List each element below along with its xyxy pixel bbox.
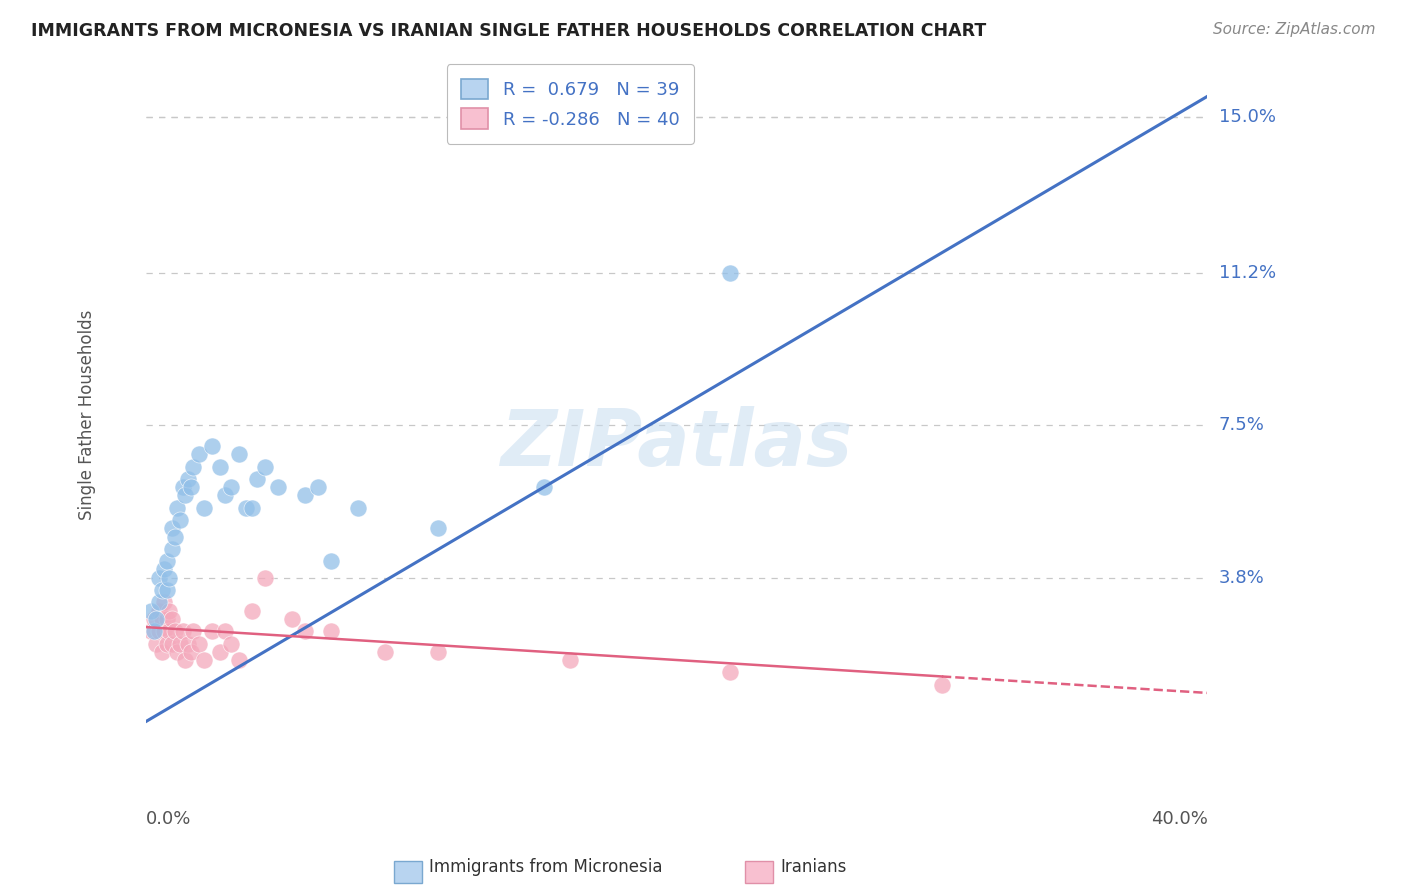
Point bbox=[156, 582, 179, 597]
Point bbox=[172, 480, 194, 494]
Point bbox=[307, 480, 329, 494]
Legend: R =  0.679   N = 39, R = -0.286   N = 40: R = 0.679 N = 39, R = -0.286 N = 40 bbox=[447, 64, 695, 144]
Point bbox=[426, 645, 449, 659]
Point bbox=[201, 439, 224, 453]
Text: 7.5%: 7.5% bbox=[1219, 417, 1264, 434]
Point bbox=[156, 636, 179, 650]
Text: Immigrants from Micronesia: Immigrants from Micronesia bbox=[429, 858, 662, 876]
Point bbox=[159, 571, 181, 585]
Point bbox=[560, 653, 582, 667]
Point bbox=[718, 665, 741, 680]
Point bbox=[163, 530, 186, 544]
Point bbox=[533, 480, 555, 494]
Point bbox=[183, 459, 205, 474]
Point bbox=[254, 571, 277, 585]
Point bbox=[142, 612, 165, 626]
Point bbox=[280, 612, 302, 626]
Text: ZIPatlas: ZIPatlas bbox=[501, 406, 852, 482]
Point bbox=[246, 472, 269, 486]
Point bbox=[426, 521, 449, 535]
Point bbox=[153, 562, 176, 576]
Point bbox=[166, 645, 188, 659]
Text: Iranians: Iranians bbox=[780, 858, 846, 876]
Point bbox=[187, 636, 209, 650]
Point bbox=[187, 447, 209, 461]
Point bbox=[169, 513, 191, 527]
Point bbox=[159, 604, 181, 618]
Point bbox=[294, 488, 316, 502]
Point bbox=[150, 582, 173, 597]
Point bbox=[156, 612, 179, 626]
Point bbox=[159, 624, 181, 639]
Point bbox=[228, 447, 250, 461]
Point bbox=[148, 571, 170, 585]
Point bbox=[219, 480, 242, 494]
Point bbox=[160, 612, 183, 626]
Point bbox=[183, 624, 205, 639]
Point bbox=[139, 604, 162, 618]
Point bbox=[193, 500, 215, 515]
Point bbox=[145, 612, 167, 626]
Point bbox=[240, 500, 263, 515]
Point bbox=[156, 554, 179, 568]
Point bbox=[177, 472, 200, 486]
Point bbox=[321, 624, 343, 639]
Point bbox=[373, 645, 395, 659]
Point bbox=[153, 624, 176, 639]
Point bbox=[931, 678, 953, 692]
Point bbox=[347, 500, 370, 515]
Point bbox=[201, 624, 224, 639]
Point bbox=[142, 624, 165, 639]
Text: 11.2%: 11.2% bbox=[1219, 264, 1275, 282]
Point bbox=[174, 653, 197, 667]
Point bbox=[214, 488, 236, 502]
Point bbox=[139, 624, 162, 639]
Text: 0.0%: 0.0% bbox=[146, 810, 191, 828]
Text: Source: ZipAtlas.com: Source: ZipAtlas.com bbox=[1212, 22, 1375, 37]
Point bbox=[150, 645, 173, 659]
Point bbox=[148, 624, 170, 639]
Point bbox=[169, 636, 191, 650]
Point bbox=[160, 521, 183, 535]
Point bbox=[718, 266, 741, 280]
Text: 3.8%: 3.8% bbox=[1219, 569, 1264, 587]
Point bbox=[208, 459, 231, 474]
Point bbox=[160, 541, 183, 556]
Point bbox=[193, 653, 215, 667]
Point bbox=[228, 653, 250, 667]
Point bbox=[166, 500, 188, 515]
Text: Single Father Households: Single Father Households bbox=[79, 310, 96, 520]
Text: 40.0%: 40.0% bbox=[1150, 810, 1208, 828]
Point bbox=[294, 624, 316, 639]
Point bbox=[219, 636, 242, 650]
Point bbox=[150, 612, 173, 626]
Point bbox=[267, 480, 290, 494]
Point bbox=[180, 480, 202, 494]
Point bbox=[235, 500, 257, 515]
Point bbox=[321, 554, 343, 568]
Point bbox=[148, 604, 170, 618]
Point bbox=[145, 636, 167, 650]
Point bbox=[148, 595, 170, 609]
Point bbox=[254, 459, 277, 474]
Point bbox=[174, 488, 197, 502]
Text: IMMIGRANTS FROM MICRONESIA VS IRANIAN SINGLE FATHER HOUSEHOLDS CORRELATION CHART: IMMIGRANTS FROM MICRONESIA VS IRANIAN SI… bbox=[31, 22, 986, 40]
Text: 15.0%: 15.0% bbox=[1219, 108, 1275, 126]
Point bbox=[163, 624, 186, 639]
Point bbox=[177, 636, 200, 650]
Point bbox=[180, 645, 202, 659]
Point bbox=[160, 636, 183, 650]
Point bbox=[214, 624, 236, 639]
Point bbox=[240, 604, 263, 618]
Point bbox=[172, 624, 194, 639]
Point bbox=[208, 645, 231, 659]
Point bbox=[153, 595, 176, 609]
